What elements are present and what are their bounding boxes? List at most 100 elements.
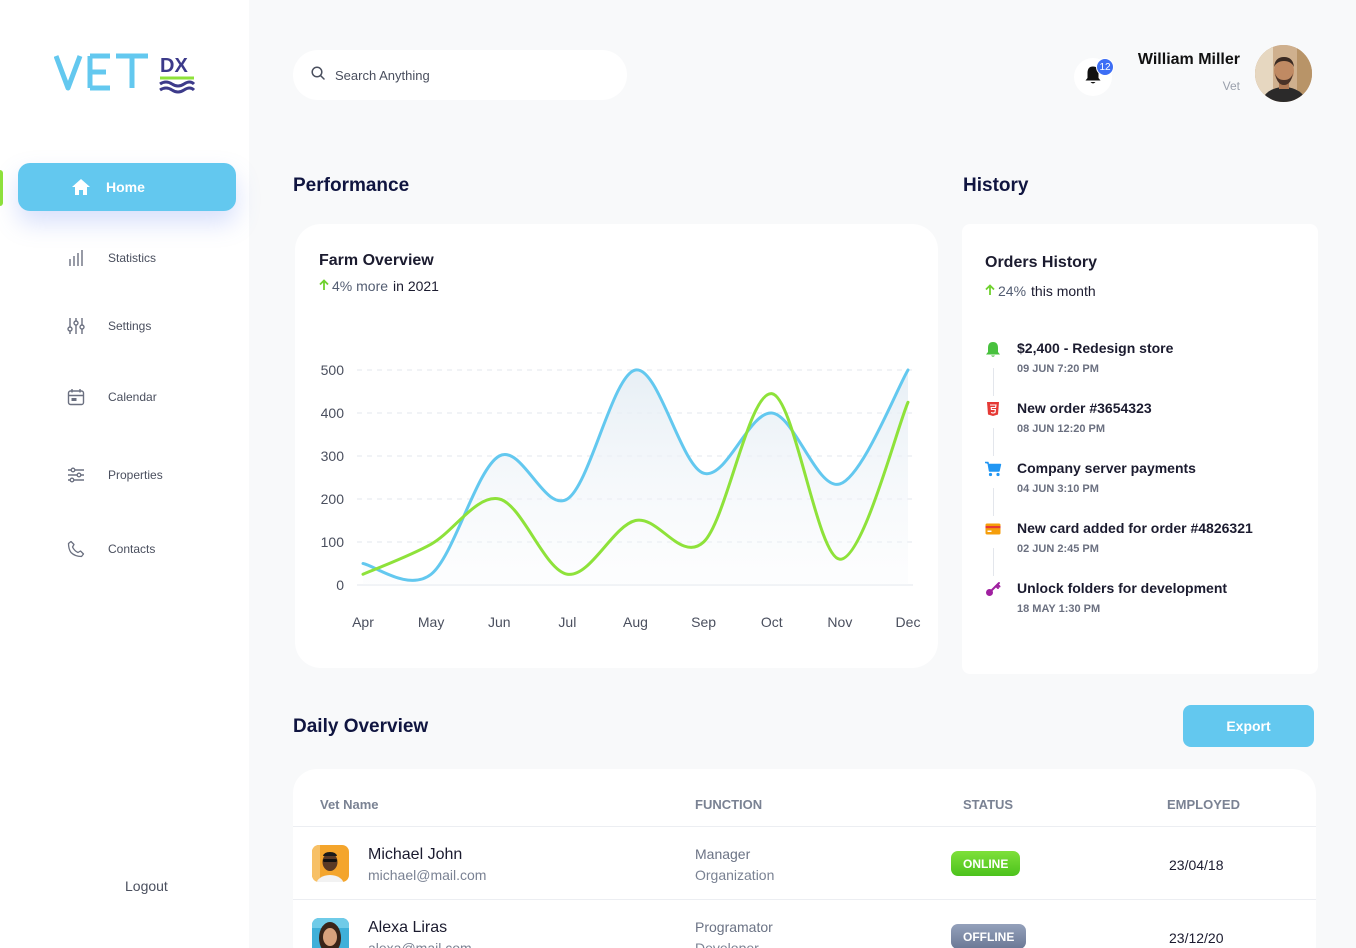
x-tick-label: Dec — [896, 614, 921, 630]
sidebar-item-statistics[interactable]: Statistics — [66, 246, 156, 270]
vet-avatar — [312, 845, 349, 882]
sidebar-item-settings[interactable]: Settings — [66, 314, 151, 338]
farm-overview-card: Farm Overview 4% more in 2021 0 100 200 300… — [295, 224, 938, 668]
history-item-title: New order #3654323 — [1017, 400, 1152, 416]
vet-name: Michael John — [368, 846, 463, 863]
active-indicator — [0, 170, 3, 206]
y-tick-label: 200 — [321, 491, 345, 507]
vet-email: alexa@mail.com — [368, 940, 472, 948]
status-badge: ONLINE — [951, 851, 1021, 876]
x-tick-label: Jun — [488, 614, 511, 630]
series-area-fill — [363, 369, 908, 585]
card-title: Farm Overview — [319, 252, 434, 269]
user-name: William Miller — [1137, 51, 1240, 68]
user-avatar[interactable] — [1255, 45, 1312, 102]
vet-department: Organization — [695, 867, 775, 883]
x-tick-label: Apr — [352, 614, 374, 630]
cart-icon — [984, 460, 1002, 478]
search-bar[interactable] — [293, 50, 627, 100]
search-icon — [311, 65, 325, 85]
trend-value: 24% — [998, 283, 1027, 299]
y-tick-label: 100 — [321, 534, 345, 550]
column-header-status[interactable]: STATUS — [963, 797, 1014, 812]
trend-summary: 4% more in 2021 — [319, 278, 439, 294]
key-icon — [984, 580, 1002, 598]
vet-function: Programator — [695, 919, 773, 935]
timeline-connector — [993, 428, 994, 456]
history-item-title: New card added for order #4826321 — [1017, 520, 1253, 536]
y-tick-label: 500 — [321, 362, 345, 378]
history-item-title: $2,400 - Redesign store — [1017, 340, 1174, 356]
table-row[interactable]: Alexa Liras alexa@mail.com Programator D… — [293, 900, 1316, 948]
table-row[interactable]: Michael John michael@mail.com Manager Or… — [293, 827, 1316, 900]
notifications-button[interactable]: 12 — [1074, 58, 1114, 96]
trend-suffix: this month — [1031, 283, 1096, 299]
vet-avatar — [312, 918, 349, 948]
notification-count-badge: 12 — [1096, 58, 1114, 76]
performance-section-title: Performance — [293, 175, 410, 196]
sidebar-item-calendar[interactable]: Calendar — [66, 385, 157, 409]
vetdx-logo[interactable]: DX — [53, 50, 204, 96]
sidebar-item-label: Contacts — [108, 542, 156, 556]
history-section-title: History — [963, 175, 1029, 196]
history-item[interactable]: Unlock folders for development 18 MAY 1:… — [962, 580, 1318, 630]
calendar-icon — [66, 387, 86, 407]
daily-overview-table: Vet Name FUNCTION STATUS EMPLOYED Michae… — [293, 769, 1316, 948]
column-header-function[interactable]: FUNCTION — [695, 797, 763, 812]
column-header-employed[interactable]: EMPLOYED — [1167, 797, 1240, 812]
bell-icon — [984, 340, 1002, 358]
sidebar-item-label: Settings — [108, 319, 152, 333]
sidebar: DX Home Statistics Settings Calendar — [0, 0, 249, 948]
svg-text:DX: DX — [160, 55, 188, 77]
history-item[interactable]: New card added for order #4826321 02 JUN… — [962, 520, 1318, 570]
statistics-icon — [66, 248, 86, 268]
status-badge: OFFLINE — [951, 924, 1027, 948]
trend-value: 4% more — [332, 278, 389, 294]
history-item-title: Unlock folders for development — [1017, 580, 1228, 596]
vet-name: Alexa Liras — [368, 919, 448, 936]
sidebar-item-home[interactable]: Home — [18, 163, 236, 211]
history-item[interactable]: Company server payments 04 JUN 3:10 PM — [962, 460, 1318, 510]
arrow-up-icon — [319, 278, 329, 294]
timeline-connector — [993, 368, 994, 396]
sidebar-item-properties[interactable]: Properties — [66, 463, 163, 487]
trend-suffix: in 2021 — [393, 278, 439, 294]
history-item[interactable]: New order #3654323 08 JUN 12:20 PM — [962, 400, 1318, 450]
x-tick-label: Nov — [827, 614, 852, 630]
card-title: Orders History — [985, 254, 1098, 271]
trend-summary: 24% this month — [985, 283, 1096, 299]
sidebar-item-label: Properties — [108, 468, 163, 482]
employed-date: 23/12/20 — [1169, 930, 1224, 946]
header-divider — [293, 826, 1316, 827]
home-icon — [71, 178, 91, 196]
history-item-title: Company server payments — [1017, 460, 1196, 476]
x-tick-label: Aug — [623, 614, 648, 630]
orders-history-card: Orders History 24% this month $2,400 - R… — [962, 224, 1318, 674]
daily-overview-section-title: Daily Overview — [293, 716, 429, 737]
column-header-vet-name[interactable]: Vet Name — [320, 797, 379, 812]
search-input[interactable] — [335, 67, 595, 83]
vet-email: michael@mail.com — [368, 867, 487, 883]
html5-icon — [984, 400, 1002, 418]
employed-date: 23/04/18 — [1169, 857, 1224, 873]
history-item-time: 02 JUN 2:45 PM — [1017, 543, 1099, 555]
timeline-connector — [993, 488, 994, 516]
y-tick-label: 300 — [321, 448, 345, 464]
vet-department: Developer — [695, 940, 759, 948]
x-tick-label: May — [418, 614, 444, 630]
sidebar-item-label: Calendar — [108, 390, 157, 404]
y-tick-label: 400 — [321, 405, 345, 421]
sidebar-item-label: Statistics — [108, 251, 157, 265]
x-tick-label: Jul — [558, 614, 576, 630]
history-item-time: 04 JUN 3:10 PM — [1017, 483, 1099, 495]
arrow-up-icon — [985, 283, 995, 299]
sidebar-item-contacts[interactable]: Contacts — [66, 537, 155, 561]
history-item[interactable]: $2,400 - Redesign store 09 JUN 7:20 PM — [962, 340, 1318, 390]
farm-overview-chart: 0 100 200 300 400 500 Apr May Jun Jul Aug Sep Oct Nov… — [321, 362, 921, 630]
logout-link[interactable]: Logout — [125, 878, 168, 894]
export-button[interactable]: Export — [1183, 705, 1314, 747]
x-tick-label: Oct — [761, 614, 783, 630]
history-item-time: 09 JUN 7:20 PM — [1017, 363, 1099, 375]
vet-function: Manager — [695, 846, 751, 862]
series-line-2 — [361, 392, 910, 576]
